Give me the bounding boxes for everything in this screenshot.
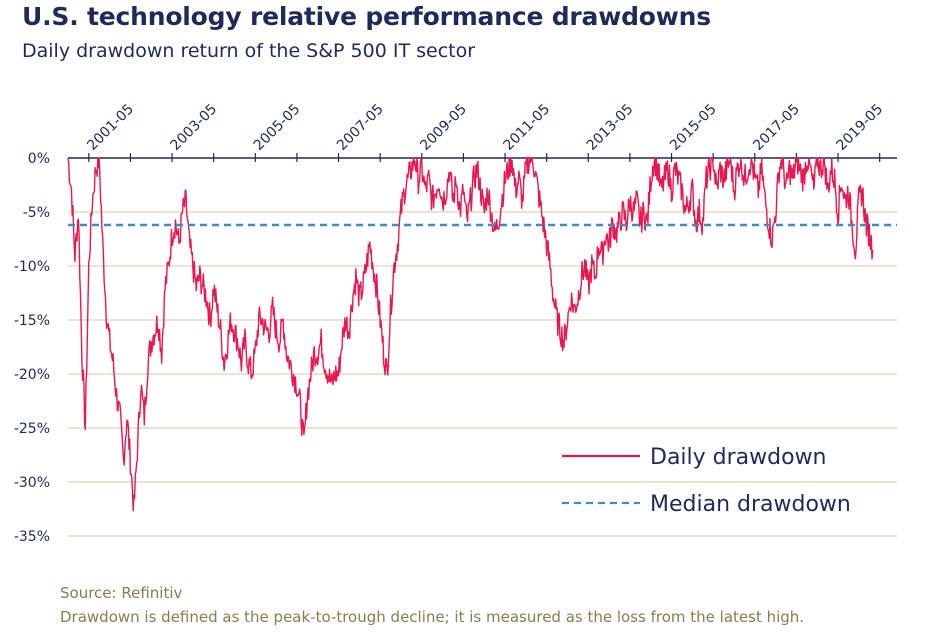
y-tick-label: -35% [14, 529, 50, 545]
chart-title: U.S. technology relative performance dra… [22, 2, 711, 31]
y-tick-label: -25% [14, 421, 50, 437]
x-tick-label: 2001-05 [84, 101, 137, 154]
x-tick-label: 2019-05 [834, 101, 887, 154]
y-tick-label: -15% [14, 313, 50, 329]
grid-lines [68, 211, 897, 537]
chart-subtitle: Daily drawdown return of the S&P 500 IT … [22, 40, 476, 62]
source-note: Source: Refinitiv [60, 584, 183, 602]
x-tick-label: 2005-05 [251, 101, 304, 154]
legend: Daily drawdown Median drawdown [562, 445, 851, 517]
y-tick-label: -30% [14, 475, 50, 491]
x-tick-label: 2009-05 [417, 101, 470, 154]
y-axis-tick-labels: 0% -5% -10% -15% -20% -25% -30% -35% [14, 151, 50, 545]
x-axis: 2001-05 2003-05 2005-05 2007-05 2009-05 2011-… [68, 101, 897, 162]
y-tick-label: -10% [14, 259, 50, 275]
x-tick-label: 2003-05 [168, 101, 221, 154]
daily-drawdown-line [67, 157, 874, 512]
x-tick-label: 2013-05 [584, 101, 637, 154]
x-tick-label: 2017-05 [750, 101, 803, 154]
series-lines [67, 157, 897, 512]
y-tick-label: 0% [28, 151, 50, 167]
x-tick-label: 2007-05 [334, 101, 387, 154]
legend-daily-label: Daily drawdown [650, 445, 827, 470]
x-tick-label: 2011-05 [501, 101, 554, 154]
legend-median-label: Median drawdown [650, 492, 851, 517]
y-tick-label: -5% [23, 205, 50, 221]
y-tick-label: -20% [14, 367, 50, 383]
definition-note: Drawdown is defined as the peak-to-troug… [60, 608, 805, 626]
x-tick-label: 2015-05 [667, 101, 720, 154]
